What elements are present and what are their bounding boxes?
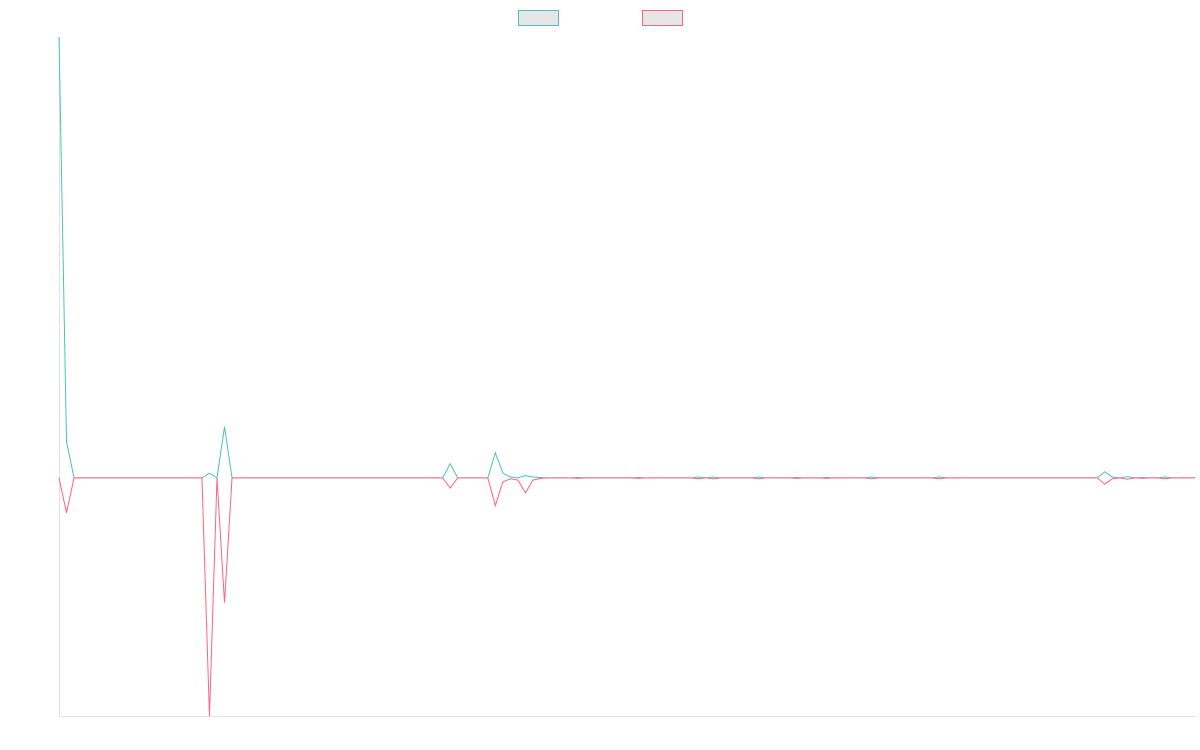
series-line xyxy=(58,36,1195,479)
legend-box xyxy=(642,10,683,26)
series-line xyxy=(58,477,1195,717)
legend-box xyxy=(518,10,559,26)
